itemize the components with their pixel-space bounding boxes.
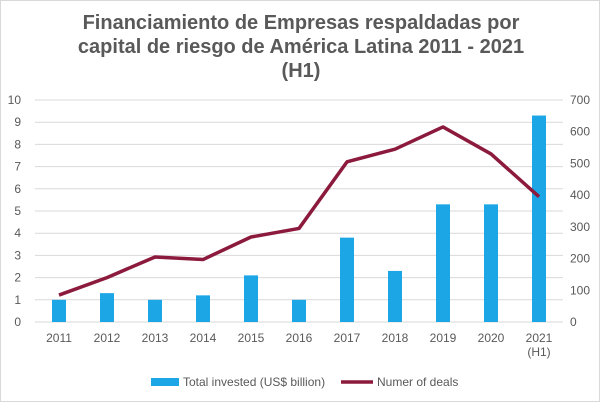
x-tick-label: 2021 bbox=[526, 331, 553, 345]
y-right-tick-label: 600 bbox=[570, 125, 590, 139]
y-right-tick-label: 700 bbox=[570, 93, 590, 107]
chart-title-line-1: Financiamiento de Empresas respaldadas p… bbox=[82, 12, 520, 34]
y-left-tick-label: 3 bbox=[14, 248, 21, 262]
y-left-tick-label: 5 bbox=[14, 204, 21, 218]
bar bbox=[292, 299, 306, 322]
y-right-tick-label: 500 bbox=[570, 156, 590, 170]
y-left-tick-label: 6 bbox=[14, 182, 21, 196]
y-left-tick-label: 1 bbox=[14, 293, 21, 307]
bar bbox=[196, 295, 210, 322]
y-left-tick-label: 9 bbox=[14, 115, 21, 129]
y-right-tick-label: 100 bbox=[570, 283, 590, 297]
y-right-tick-label: 200 bbox=[570, 252, 590, 266]
y-left-tick-label: 4 bbox=[14, 226, 21, 240]
y-left-tick-label: 0 bbox=[14, 315, 21, 329]
legend-swatch-bar bbox=[151, 378, 179, 386]
x-tick-label: 2018 bbox=[382, 331, 409, 345]
y-left-tick-label: 7 bbox=[14, 160, 21, 174]
bar bbox=[244, 275, 258, 322]
x-tick-label: 2016 bbox=[286, 331, 313, 345]
x-tick-label: 2015 bbox=[238, 331, 265, 345]
x-tick-label: 2019 bbox=[430, 331, 457, 345]
legend-label-line: Numer of deals bbox=[377, 375, 458, 389]
chart-title-line-2: capital de riesgo de América Latina 2011… bbox=[77, 36, 525, 58]
bar bbox=[52, 299, 66, 322]
bar bbox=[340, 237, 354, 322]
y-right-tick-label: 0 bbox=[570, 315, 577, 329]
legend-label-bar: Total invested (US$ billion) bbox=[183, 375, 325, 389]
bar bbox=[100, 293, 114, 322]
y-left-tick-label: 10 bbox=[8, 93, 22, 107]
x-tick-label: 2020 bbox=[478, 331, 505, 345]
bar bbox=[532, 115, 546, 322]
bar bbox=[484, 204, 498, 322]
x-tick-label: 2014 bbox=[190, 331, 217, 345]
y-right-tick-label: 400 bbox=[570, 188, 590, 202]
y-left-tick-label: 8 bbox=[14, 137, 21, 151]
chart-title: Financiamiento de Empresas respaldadas p… bbox=[1, 11, 600, 83]
bar bbox=[148, 299, 162, 322]
x-tick-label: 2017 bbox=[334, 331, 361, 345]
y-right-tick-label: 300 bbox=[570, 220, 590, 234]
x-tick-label: 2012 bbox=[94, 331, 121, 345]
x-tick-sublabel: (H1) bbox=[527, 345, 550, 359]
bar bbox=[436, 204, 450, 322]
x-tick-label: 2011 bbox=[46, 331, 72, 345]
x-tick-label: 2013 bbox=[142, 331, 169, 345]
bar bbox=[388, 270, 402, 322]
chart-title-line-3: (H1) bbox=[281, 60, 321, 82]
line-series-deals bbox=[58, 125, 541, 297]
y-left-tick-label: 2 bbox=[14, 271, 21, 285]
